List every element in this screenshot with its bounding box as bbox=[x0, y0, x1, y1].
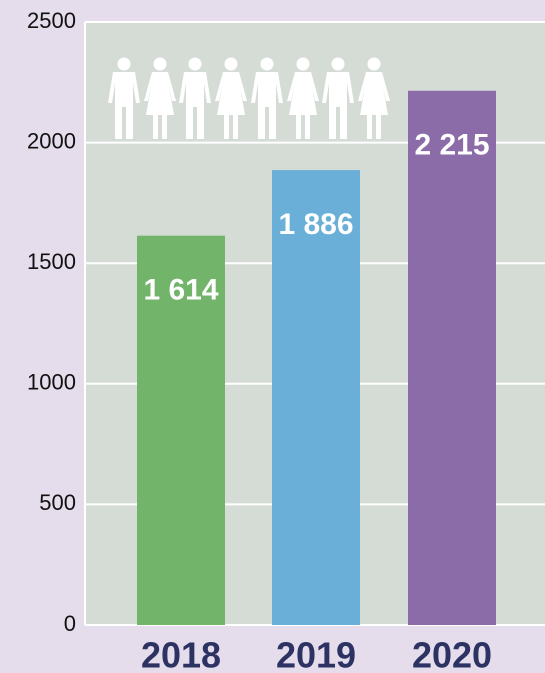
value-label: 2 215 bbox=[414, 129, 489, 162]
y-tick-label: 1000 bbox=[27, 370, 76, 395]
y-tick-label: 500 bbox=[39, 490, 76, 515]
y-tick-label: 1500 bbox=[27, 249, 76, 274]
x-tick-label: 2019 bbox=[276, 635, 356, 673]
y-tick-label: 2500 bbox=[27, 8, 76, 33]
bar bbox=[408, 90, 496, 625]
x-tick-label: 2020 bbox=[412, 635, 492, 673]
x-tick-label: 2018 bbox=[141, 635, 221, 673]
y-tick-label: 2000 bbox=[27, 128, 76, 153]
value-label: 1 886 bbox=[278, 208, 353, 241]
value-label: 1 614 bbox=[143, 274, 218, 307]
bar bbox=[137, 235, 225, 626]
y-tick-label: 0 bbox=[64, 611, 76, 636]
bar bbox=[272, 170, 360, 625]
